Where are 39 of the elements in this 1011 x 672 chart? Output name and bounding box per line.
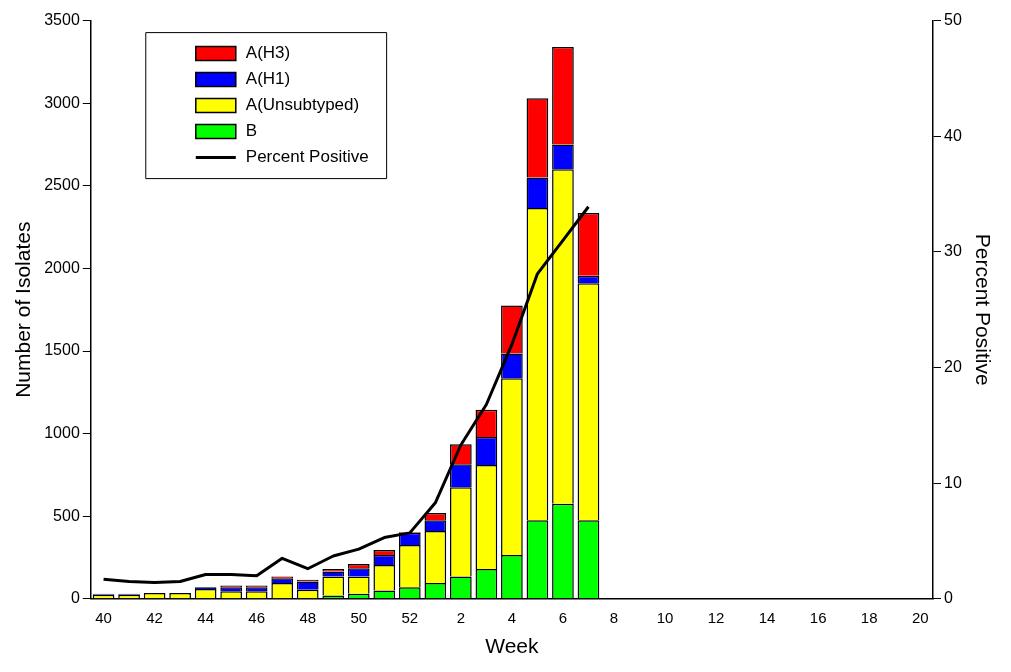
x-tick-label: 52 bbox=[401, 608, 419, 626]
x-tick-label: 40 bbox=[95, 608, 112, 626]
legend-label: A(H3) bbox=[245, 43, 291, 63]
y2-tick-label: 20 bbox=[944, 357, 962, 375]
y2-tick-label: 10 bbox=[944, 473, 962, 491]
x-axis-title: Week bbox=[485, 634, 540, 658]
x-tick-label: 10 bbox=[656, 608, 674, 626]
x-tick-label: 16 bbox=[809, 608, 827, 626]
x-tick-label: 18 bbox=[860, 608, 878, 626]
legend-label: A(Unsubtyped) bbox=[245, 95, 360, 115]
x-tick-label: 20 bbox=[911, 608, 929, 626]
x-tick-label: 14 bbox=[758, 608, 776, 626]
y-tick-label: 1000 bbox=[44, 424, 80, 442]
y-tick-label: 2000 bbox=[44, 258, 80, 276]
y2-axis-title: Percent Positive bbox=[971, 233, 995, 386]
y-tick-label: 500 bbox=[53, 506, 80, 524]
y-tick-label: 3000 bbox=[44, 93, 80, 111]
y2-tick-label: 30 bbox=[944, 242, 962, 260]
x-tick-label: 46 bbox=[248, 608, 266, 626]
x-tick-label: 6 bbox=[558, 608, 568, 626]
x-tick-label: 2 bbox=[456, 608, 466, 626]
x-tick-label: 50 bbox=[350, 608, 368, 626]
y-tick-label: 2500 bbox=[44, 176, 80, 194]
x-tick-label: 4 bbox=[507, 608, 517, 626]
x-tick-label: 12 bbox=[707, 608, 725, 626]
y2-tick-label: 0 bbox=[944, 589, 953, 607]
y-tick-label: 1500 bbox=[44, 341, 80, 359]
y2-tick-label: 40 bbox=[944, 126, 962, 144]
legend-label: B bbox=[245, 121, 258, 141]
legend-label: A(H1) bbox=[245, 69, 291, 89]
x-tick-label: 44 bbox=[197, 608, 214, 626]
y2-tick-label: 50 bbox=[944, 11, 962, 29]
y-axis-title: Number of Isolates bbox=[11, 221, 35, 398]
x-tick-label: 42 bbox=[146, 608, 163, 626]
y-tick-label: 0 bbox=[70, 589, 80, 607]
x-tick-label: 8 bbox=[609, 608, 619, 626]
y-tick-label: 3500 bbox=[44, 11, 80, 29]
legend-label: Percent Positive bbox=[245, 147, 369, 167]
x-tick-label: 48 bbox=[299, 608, 317, 626]
